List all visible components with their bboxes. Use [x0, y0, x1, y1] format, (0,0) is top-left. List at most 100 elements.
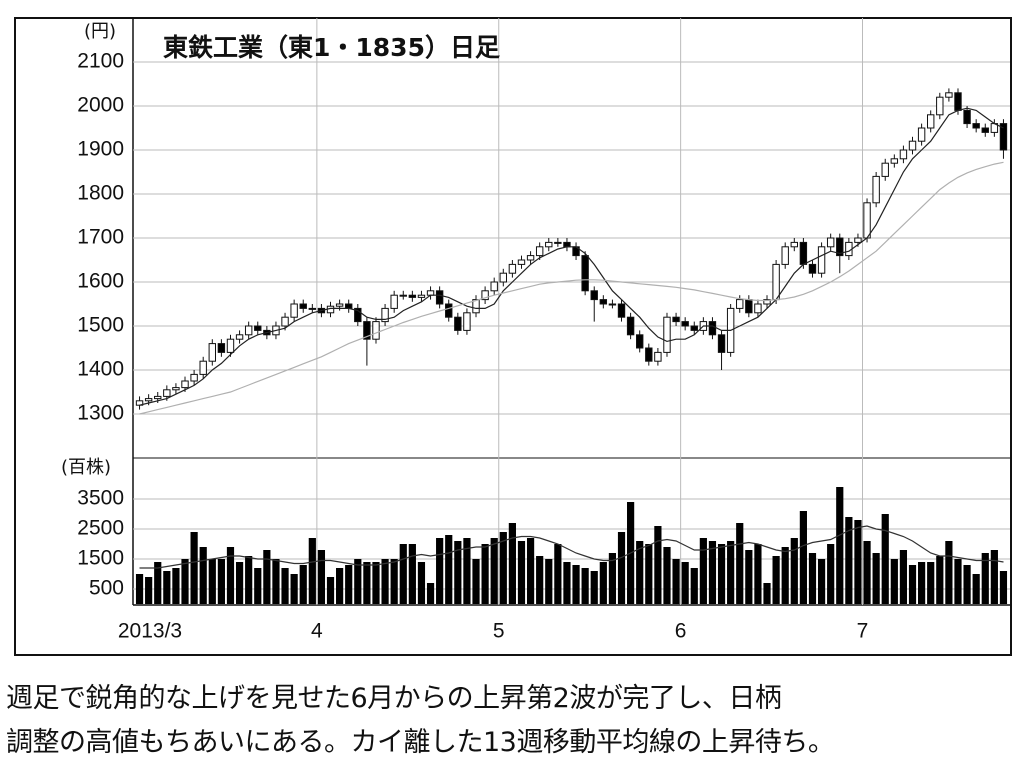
- volume-bar: [972, 574, 980, 604]
- candle-body: [954, 92, 962, 111]
- candle-body: [617, 303, 626, 318]
- volume-bar: [927, 562, 935, 604]
- volume-bar: [881, 514, 889, 604]
- y-tick-label: 500: [89, 577, 124, 600]
- volume-bar: [545, 559, 553, 604]
- volume-bar: [490, 538, 498, 604]
- candle-body: [235, 334, 244, 340]
- volume-bar: [763, 583, 771, 604]
- candle-body: [217, 343, 226, 353]
- candle-body: [408, 294, 417, 298]
- candle-body: [772, 263, 780, 301]
- candle-body: [917, 127, 926, 142]
- volume-bar: [481, 544, 489, 604]
- volume-bar: [690, 568, 698, 604]
- volume-bar: [263, 550, 271, 604]
- candle-body: [299, 303, 307, 309]
- moving-average-line: [139, 525, 1004, 569]
- candle-body: [736, 299, 744, 309]
- volume-bar: [599, 562, 607, 604]
- volume-bar: [836, 487, 844, 604]
- x-tick-label: 4: [311, 620, 323, 643]
- volume-bar: [135, 574, 144, 604]
- candle-body: [981, 127, 989, 133]
- candle-body: [908, 140, 917, 151]
- x-tick-label: 7: [857, 620, 869, 643]
- volume-bar: [281, 568, 289, 604]
- volume-bar: [863, 541, 871, 604]
- volume-bar: [426, 583, 435, 604]
- candle-body: [799, 241, 808, 265]
- volume-bar: [145, 577, 153, 604]
- volume-bar: [717, 544, 726, 604]
- volume-bar: [817, 559, 826, 604]
- candle-body: [554, 241, 562, 244]
- candle-body: [563, 241, 571, 248]
- volume-bar: [963, 565, 971, 604]
- volume-bar: [408, 544, 416, 604]
- volume-bar: [708, 541, 717, 604]
- volume-bar: [572, 565, 580, 604]
- candle-body: [372, 321, 380, 340]
- volume-bar: [199, 547, 207, 604]
- candle-body: [144, 398, 153, 402]
- volume-bar: [790, 538, 798, 604]
- x-tick-label: 2013/3: [118, 620, 182, 643]
- candle-body: [717, 334, 726, 353]
- y-tick-label: 1400: [77, 358, 124, 381]
- candle-body: [881, 162, 889, 177]
- candle-body: [826, 237, 835, 248]
- volume-bar: [336, 568, 344, 604]
- volume-bar: [399, 544, 407, 604]
- candle-body: [244, 325, 253, 336]
- volume-bar: [699, 538, 707, 604]
- candle-body: [854, 237, 862, 243]
- volume-bar: [890, 559, 898, 604]
- candle-body: [181, 380, 189, 389]
- candle-body: [254, 325, 262, 331]
- volume-bar: [954, 559, 962, 604]
- candle-body: [154, 395, 162, 400]
- y-axis-unit: (百株): [61, 457, 111, 478]
- candle-body: [490, 281, 498, 292]
- volume-bar: [608, 553, 617, 604]
- candle-body: [163, 389, 171, 397]
- volume-bar: [317, 550, 326, 604]
- volume-bar: [499, 532, 507, 604]
- candle-body: [399, 294, 407, 297]
- volume-bar: [736, 523, 744, 604]
- candle-body: [345, 303, 353, 309]
- candle-body: [390, 294, 398, 309]
- volume-bar: [654, 526, 662, 604]
- chart-title: 東鉄工業（東1・1835）日足: [163, 33, 500, 62]
- candle-body: [790, 241, 798, 248]
- volume-bar: [326, 577, 335, 604]
- volume-bar: [645, 544, 653, 604]
- volume-bar: [563, 562, 571, 604]
- chart: (円) (百株) 2013/3 4 5 6 7 1300 1400 1500 1600 1700 1…: [14, 17, 1012, 656]
- candle-body: [836, 237, 844, 257]
- volume-bar: [990, 550, 998, 604]
- candle-body: [335, 303, 344, 307]
- candle-body: [936, 96, 944, 116]
- candle-body: [781, 246, 789, 265]
- volume-bar: [981, 553, 989, 604]
- volume-bar: [208, 559, 216, 604]
- volume-bar: [827, 544, 835, 604]
- volume-bar: [745, 550, 753, 604]
- candle-body: [545, 241, 553, 248]
- y-tick-label: 1700: [77, 226, 124, 249]
- y-axis-unit: (円): [84, 21, 116, 42]
- candle-body: [927, 114, 935, 129]
- volume-bar: [581, 568, 589, 604]
- volume-bar: [999, 571, 1008, 604]
- caption-line: 週足で鋭角的な上げを見せた6月からの上昇第2波が完了し、日柄: [6, 683, 782, 714]
- candle-body: [763, 299, 771, 305]
- volume-bar: [945, 541, 953, 604]
- candle-body: [226, 338, 235, 353]
- y-tick-label: 2000: [77, 94, 124, 117]
- x-tick-label: 6: [675, 620, 687, 643]
- volume-bar: [345, 565, 353, 604]
- volume-bar: [235, 562, 244, 604]
- volume-bar: [808, 553, 817, 604]
